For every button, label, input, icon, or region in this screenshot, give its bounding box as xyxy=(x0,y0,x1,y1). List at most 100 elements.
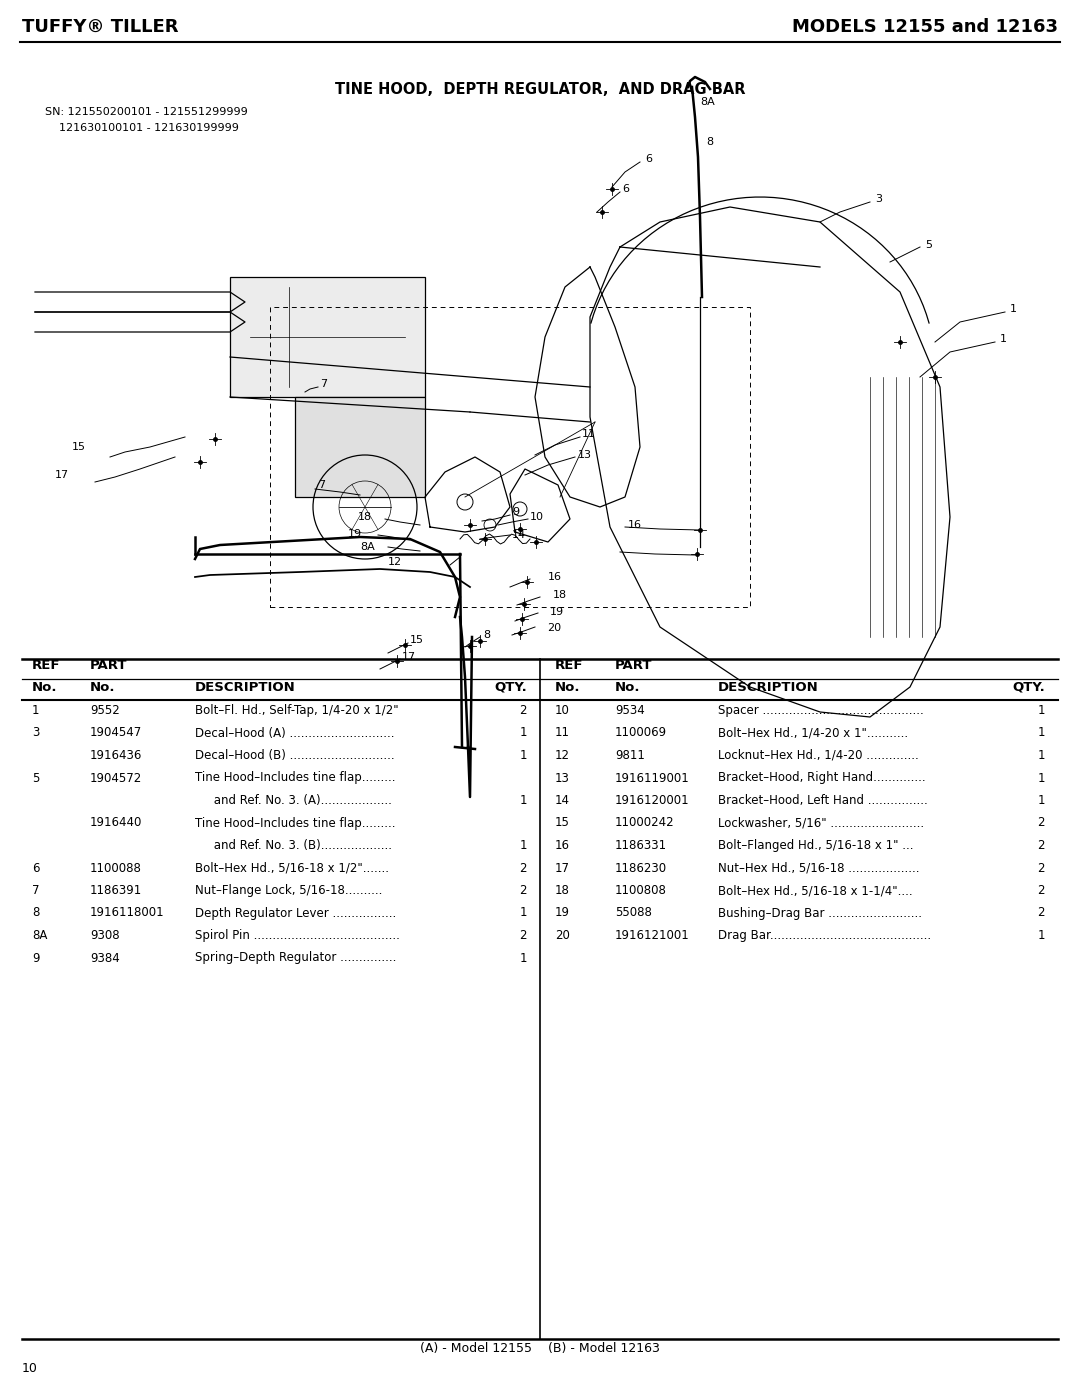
Text: QTY.: QTY. xyxy=(495,680,527,694)
Text: Depth Regulator Lever .................: Depth Regulator Lever ................. xyxy=(195,907,396,919)
Text: 7: 7 xyxy=(318,481,325,490)
Text: 8: 8 xyxy=(706,137,713,147)
Text: Tine Hood–Includes tine flap.........: Tine Hood–Includes tine flap......... xyxy=(195,816,395,830)
Text: 18: 18 xyxy=(555,884,570,897)
Text: 1: 1 xyxy=(519,907,527,919)
Text: 2: 2 xyxy=(519,704,527,717)
Text: SN: 121550200101 - 121551299999: SN: 121550200101 - 121551299999 xyxy=(45,108,247,117)
Text: 6: 6 xyxy=(645,154,652,163)
FancyBboxPatch shape xyxy=(230,277,426,397)
Text: 8A: 8A xyxy=(360,542,375,552)
Text: 1916118001: 1916118001 xyxy=(90,907,164,919)
Text: 1: 1 xyxy=(1038,929,1045,942)
Text: 6: 6 xyxy=(622,184,629,194)
Text: 1916121001: 1916121001 xyxy=(615,929,690,942)
Text: 2: 2 xyxy=(519,884,527,897)
Text: 9384: 9384 xyxy=(90,951,120,964)
Text: Decal–Hood (A) ............................: Decal–Hood (A) .........................… xyxy=(195,726,394,739)
Text: 1916436: 1916436 xyxy=(90,749,143,761)
Text: 8A: 8A xyxy=(700,96,715,108)
Text: 1916119001: 1916119001 xyxy=(615,771,690,785)
Text: 1186391: 1186391 xyxy=(90,884,143,897)
Text: 12: 12 xyxy=(555,749,570,761)
Text: 16: 16 xyxy=(627,520,642,529)
Text: DESCRIPTION: DESCRIPTION xyxy=(195,680,296,694)
Text: Lockwasher, 5/16" .........................: Lockwasher, 5/16" ......................… xyxy=(718,816,924,830)
Text: 1904572: 1904572 xyxy=(90,771,143,785)
Text: 1: 1 xyxy=(1000,334,1007,344)
Text: 1: 1 xyxy=(1038,749,1045,761)
Text: 13: 13 xyxy=(578,450,592,460)
Text: 11: 11 xyxy=(582,429,596,439)
Text: 16: 16 xyxy=(548,571,562,583)
Text: 3: 3 xyxy=(32,726,39,739)
Text: 1: 1 xyxy=(519,726,527,739)
Text: MODELS 12155 and 12163: MODELS 12155 and 12163 xyxy=(792,18,1058,36)
Text: 1: 1 xyxy=(32,704,40,717)
Text: 8A: 8A xyxy=(32,929,48,942)
Text: REF: REF xyxy=(32,659,60,672)
Text: 2: 2 xyxy=(519,862,527,875)
Text: 2: 2 xyxy=(519,929,527,942)
Text: Drag Bar...........................................: Drag Bar................................… xyxy=(718,929,931,942)
Text: 1916120001: 1916120001 xyxy=(615,793,690,807)
Text: REF: REF xyxy=(555,659,583,672)
Text: 5: 5 xyxy=(32,771,39,785)
Text: TINE HOOD,  DEPTH REGULATOR,  AND DRAG BAR: TINE HOOD, DEPTH REGULATOR, AND DRAG BAR xyxy=(335,82,745,96)
Text: 18: 18 xyxy=(357,511,373,522)
Text: 11000242: 11000242 xyxy=(615,816,675,830)
Text: 2: 2 xyxy=(1038,862,1045,875)
Text: Nut–Hex Hd., 5/16-18 ...................: Nut–Hex Hd., 5/16-18 ................... xyxy=(718,862,919,875)
Text: and Ref. No. 3. (A)...................: and Ref. No. 3. (A)................... xyxy=(195,793,392,807)
Text: 1: 1 xyxy=(519,951,527,964)
Text: 3: 3 xyxy=(875,194,882,204)
Text: PART: PART xyxy=(615,659,652,672)
Text: 19: 19 xyxy=(348,529,362,539)
Text: 7: 7 xyxy=(320,379,327,388)
Text: 14: 14 xyxy=(555,793,570,807)
Text: 9308: 9308 xyxy=(90,929,120,942)
Text: 17: 17 xyxy=(402,652,416,662)
Text: Bushing–Drag Bar .........................: Bushing–Drag Bar .......................… xyxy=(718,907,922,919)
Text: 16: 16 xyxy=(555,840,570,852)
Text: Bracket–Hood, Left Hand ................: Bracket–Hood, Left Hand ................ xyxy=(718,793,928,807)
Text: DESCRIPTION: DESCRIPTION xyxy=(718,680,819,694)
Text: 1186331: 1186331 xyxy=(615,840,667,852)
Text: 10: 10 xyxy=(555,704,570,717)
Text: 1916440: 1916440 xyxy=(90,816,143,830)
Text: Spacer ...........................................: Spacer .................................… xyxy=(718,704,923,717)
Text: No.: No. xyxy=(32,680,57,694)
Text: 9: 9 xyxy=(32,951,40,964)
Text: 1: 1 xyxy=(1010,305,1017,314)
Text: Nut–Flange Lock, 5/16-18..........: Nut–Flange Lock, 5/16-18.......... xyxy=(195,884,382,897)
Text: 9: 9 xyxy=(512,507,519,517)
Text: 19: 19 xyxy=(550,608,564,617)
Text: Bolt–Hex Hd., 5/16-18 x 1-1/4"....: Bolt–Hex Hd., 5/16-18 x 1-1/4".... xyxy=(718,884,913,897)
Text: QTY.: QTY. xyxy=(1012,680,1045,694)
Text: TUFFY® TILLER: TUFFY® TILLER xyxy=(22,18,178,36)
Text: and Ref. No. 3. (B)...................: and Ref. No. 3. (B)................... xyxy=(195,840,392,852)
Text: No.: No. xyxy=(615,680,640,694)
Text: 8: 8 xyxy=(483,630,490,640)
Text: 1: 1 xyxy=(519,749,527,761)
Text: 1100069: 1100069 xyxy=(615,726,667,739)
Text: 12: 12 xyxy=(388,557,402,567)
Text: 1186230: 1186230 xyxy=(615,862,667,875)
Text: Bolt–Hex Hd., 1/4-20 x 1"...........: Bolt–Hex Hd., 1/4-20 x 1"........... xyxy=(718,726,908,739)
Text: 1: 1 xyxy=(519,840,527,852)
Text: 9552: 9552 xyxy=(90,704,120,717)
Text: Decal–Hood (B) ............................: Decal–Hood (B) .........................… xyxy=(195,749,394,761)
Text: 1: 1 xyxy=(1038,793,1045,807)
Text: 121630100101 - 121630199999: 121630100101 - 121630199999 xyxy=(45,123,239,133)
FancyBboxPatch shape xyxy=(295,397,426,497)
Text: 14: 14 xyxy=(512,529,526,541)
Text: 18: 18 xyxy=(553,590,567,599)
Text: Tine Hood–Includes tine flap.........: Tine Hood–Includes tine flap......... xyxy=(195,771,395,785)
Text: 6: 6 xyxy=(32,862,40,875)
Text: 11: 11 xyxy=(555,726,570,739)
Text: 15: 15 xyxy=(72,441,86,453)
Text: 2: 2 xyxy=(1038,840,1045,852)
Text: 10: 10 xyxy=(22,1362,38,1375)
Text: Bolt–Flanged Hd., 5/16-18 x 1" ...: Bolt–Flanged Hd., 5/16-18 x 1" ... xyxy=(718,840,914,852)
Text: 5: 5 xyxy=(924,240,932,250)
